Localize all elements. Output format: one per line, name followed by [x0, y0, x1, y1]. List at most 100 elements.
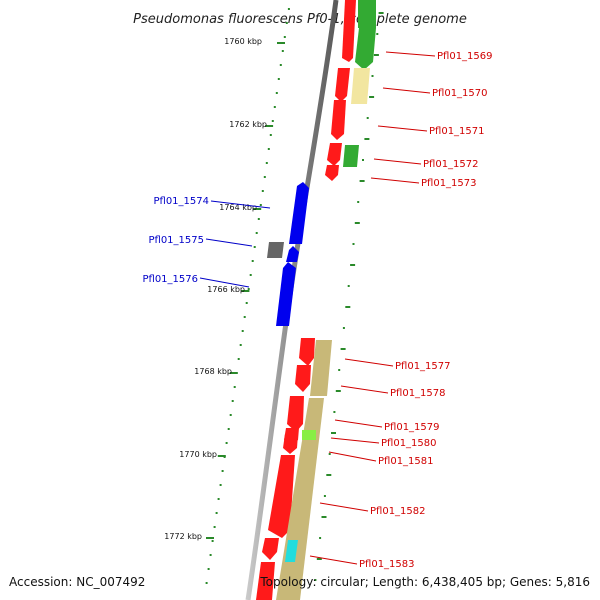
- gene-label[interactable]: Pfl01_1579: [384, 422, 440, 433]
- gene-label[interactable]: Pfl01_1569: [437, 51, 493, 62]
- track-dot: [319, 537, 322, 539]
- gene-feature[interactable]: [262, 538, 279, 560]
- map-title: Pseudomonas fluorescens Pf0-1, complete …: [133, 12, 467, 27]
- gene-feature[interactable]: [289, 182, 309, 244]
- track-dot: [326, 474, 332, 476]
- gene-feature[interactable]: [267, 242, 284, 258]
- ruler-tick: [241, 290, 250, 292]
- gene-feature[interactable]: [268, 455, 295, 538]
- track-dot: [316, 558, 322, 560]
- ruler-labels: 1760 kbp 1762 kbp 1764 kbp 1766 kbp 1768…: [164, 37, 267, 541]
- gene-feature[interactable]: [335, 68, 350, 102]
- track-dot: [376, 33, 379, 35]
- ruler-dot: [283, 36, 286, 38]
- gene-feature[interactable]: [287, 396, 304, 432]
- gene-feature[interactable]: [355, 28, 376, 70]
- gene-label[interactable]: Pfl01_1580: [381, 438, 437, 449]
- track-dot: [314, 579, 317, 581]
- gene-label[interactable]: Pfl01_1578: [390, 388, 446, 399]
- gene-feature[interactable]: [331, 100, 346, 140]
- gene-feature[interactable]: [310, 340, 332, 396]
- track-dot: [362, 159, 364, 161]
- gene-feature[interactable]: [256, 562, 275, 600]
- track-dot: [342, 327, 345, 329]
- ruler-dot: [269, 134, 272, 136]
- label-leader-lines: [199, 51, 436, 565]
- ruler-dot: [285, 22, 288, 24]
- gene-feature[interactable]: [295, 365, 311, 392]
- gene-label[interactable]: Pfl01_1583: [359, 559, 415, 570]
- ruler-dots: [205, 8, 290, 584]
- ruler-dot: [231, 400, 234, 402]
- ruler-tick: [217, 455, 226, 457]
- ruler-label: 1768 kbp: [194, 367, 232, 376]
- track-dot: [328, 453, 331, 455]
- gene-feature[interactable]: [283, 434, 298, 454]
- ruler-dot: [263, 176, 266, 178]
- gene-label[interactable]: Pfl01_1576: [142, 274, 198, 285]
- gene-label[interactable]: Pfl01_1570: [432, 88, 488, 99]
- ruler-label: 1770 kbp: [179, 450, 217, 459]
- ruler-dot: [207, 568, 210, 570]
- ruler-label: 1762 kbp: [229, 120, 267, 129]
- forward-cds-track: [256, 0, 356, 600]
- ruler-dot: [243, 316, 246, 318]
- track-dot: [369, 96, 375, 98]
- ruler-dot: [277, 78, 280, 80]
- ruler-dot: [229, 414, 232, 416]
- ruler-dot: [267, 148, 270, 150]
- ruler-dot: [257, 218, 260, 220]
- gene-feature[interactable]: [299, 338, 315, 366]
- gene-label[interactable]: Pfl01_1573: [421, 178, 477, 189]
- ruler-dot: [209, 554, 212, 556]
- track-dot: [333, 411, 336, 413]
- gene-label[interactable]: Pfl01_1571: [429, 126, 485, 137]
- gene-feature[interactable]: [285, 540, 298, 562]
- gene-label[interactable]: Pfl01_1581: [378, 456, 434, 467]
- gene-label[interactable]: Pfl01_1574: [153, 196, 209, 207]
- gene-feature[interactable]: [351, 68, 370, 104]
- gene-feature[interactable]: [286, 246, 299, 262]
- ruler-dot: [233, 386, 236, 388]
- genome-backbone: [245, 0, 339, 600]
- ruler-tick: [265, 125, 274, 127]
- ruler-label: 1766 kbp: [207, 285, 245, 294]
- gene-feature[interactable]: [276, 262, 296, 326]
- ruler-dot: [211, 540, 214, 542]
- gene-feature[interactable]: [342, 0, 356, 62]
- track-dot: [352, 243, 355, 245]
- track-dot: [357, 201, 360, 203]
- outer-track-dots: [314, 12, 384, 581]
- ruler-label: 1772 kbp: [164, 532, 202, 541]
- ruler-ticks: [206, 42, 285, 539]
- ruler-dot: [253, 246, 256, 248]
- gene-label[interactable]: Pfl01_1575: [148, 235, 204, 246]
- ruler-dot: [219, 484, 222, 486]
- accession-text: Accession: NC_007492: [9, 575, 145, 589]
- gene-feature[interactable]: [325, 165, 339, 181]
- gene-label[interactable]: Pfl01_1577: [395, 361, 451, 372]
- gene-feature[interactable]: [358, 0, 376, 28]
- track-dot: [354, 222, 360, 224]
- topology-text: Topology: circular; Length: 6,438,405 bp…: [259, 575, 590, 589]
- track-dot: [323, 495, 326, 497]
- gene-label[interactable]: Pfl01_1582: [370, 506, 426, 517]
- ruler-dot: [255, 232, 258, 234]
- gene-feature[interactable]: [327, 143, 342, 166]
- gene-label[interactable]: Pfl01_1572: [423, 159, 479, 170]
- ruler-dot: [287, 8, 290, 10]
- track-dot: [321, 516, 327, 518]
- ruler-dot: [251, 260, 254, 262]
- track-dot: [364, 138, 370, 140]
- track-dot: [371, 75, 374, 77]
- ruler-tick: [206, 537, 214, 539]
- gene-feature[interactable]: [343, 145, 359, 167]
- ruler-dot: [247, 288, 250, 290]
- ruler-dot: [261, 190, 264, 192]
- ruler-tick: [253, 208, 262, 210]
- track-dot: [366, 117, 369, 119]
- ruler-tick: [277, 42, 285, 44]
- track-dot: [347, 285, 350, 287]
- gene-feature[interactable]: [302, 430, 316, 440]
